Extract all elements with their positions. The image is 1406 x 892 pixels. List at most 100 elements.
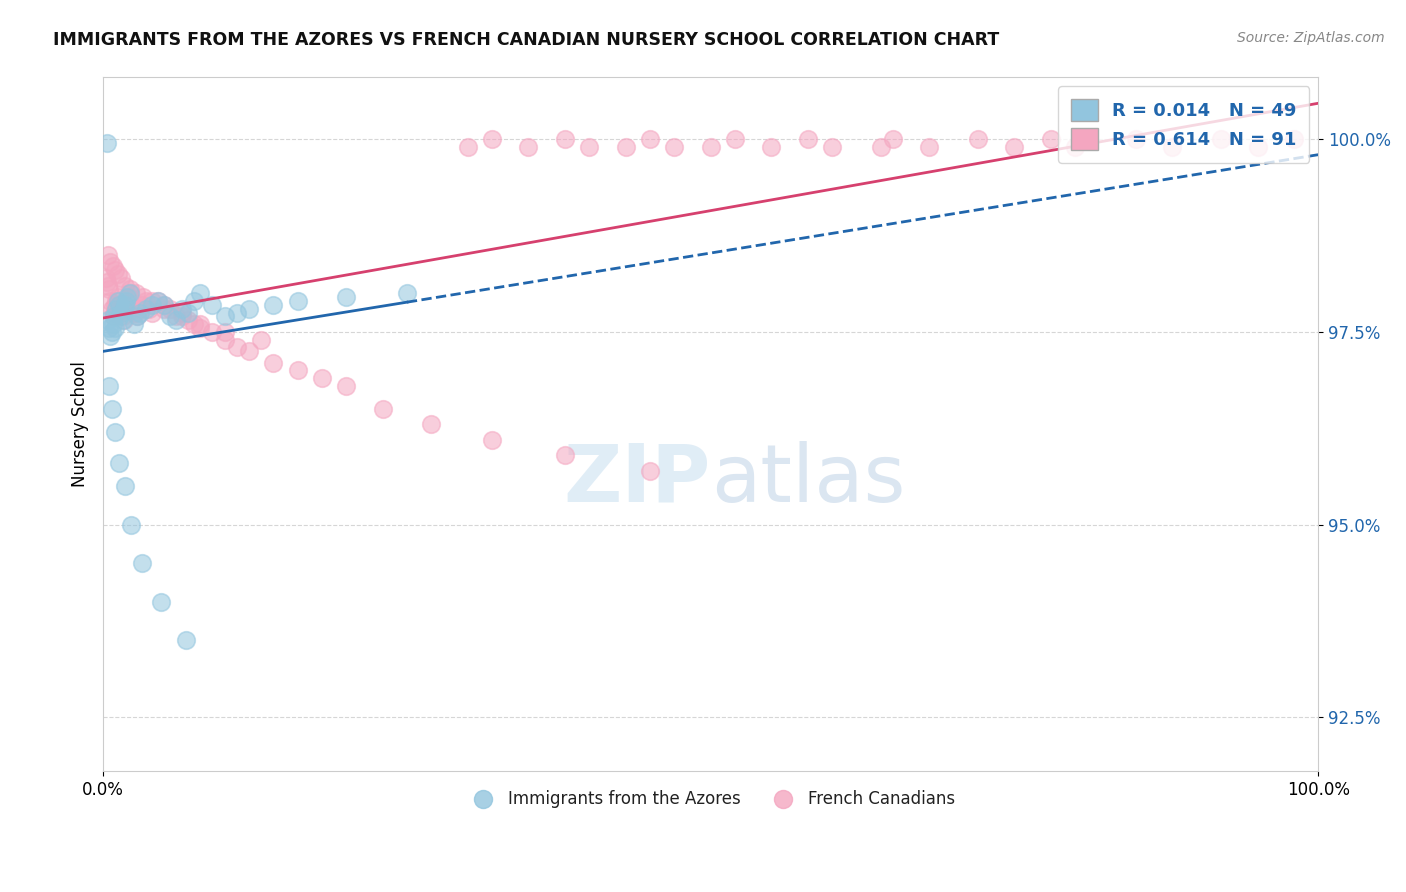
Point [114,301,136,316]
Point [125,286,148,301]
Point [153,298,176,312]
Point [238,344,260,359]
Point [153,301,176,316]
Point [100,255,122,269]
Point [127,310,149,324]
Point [165,310,187,324]
Point [96,136,118,150]
Point [614,140,637,154]
Point [97,313,120,327]
Point [159,310,181,324]
Point [554,448,576,462]
Point [967,132,990,146]
Point [1246,140,1268,154]
Point [517,140,540,154]
Point [797,132,820,146]
Point [214,333,236,347]
Point [311,371,333,385]
Point [100,293,122,308]
Text: atlas: atlas [710,441,905,519]
Point [100,402,122,417]
Point [96,275,118,289]
Point [1282,132,1305,146]
Point [97,278,120,293]
Point [141,298,163,312]
Point [104,263,127,277]
Point [238,301,260,316]
Point [481,132,503,146]
Point [97,248,120,262]
Point [112,313,135,327]
Point [98,283,121,297]
Point [127,310,149,324]
Point [287,293,309,308]
Point [177,313,200,327]
Point [457,140,479,154]
Point [131,298,153,312]
Point [159,301,181,316]
Point [110,305,132,319]
Point [153,298,176,312]
Point [101,317,124,331]
Point [107,290,129,304]
Point [101,260,124,274]
Point [395,286,418,301]
Point [761,140,783,154]
Point [918,140,941,154]
Point [638,132,661,146]
Point [225,305,247,319]
Point [94,271,117,285]
Legend: Immigrants from the Azores, French Canadians: Immigrants from the Azores, French Canad… [460,784,962,815]
Point [335,290,357,304]
Point [174,633,197,648]
Point [108,456,131,470]
Point [108,298,131,312]
Point [117,290,139,304]
Point [201,298,224,312]
Point [138,301,160,316]
Point [103,310,125,324]
Point [121,301,143,316]
Point [578,140,600,154]
Point [554,132,576,146]
Point [104,321,127,335]
Point [225,340,247,354]
Point [135,293,157,308]
Point [724,132,747,146]
Point [146,293,169,308]
Point [112,301,135,316]
Point [118,286,141,301]
Point [1039,132,1062,146]
Point [150,595,173,609]
Point [111,310,134,324]
Point [105,301,128,316]
Point [98,321,121,335]
Point [108,298,131,312]
Point [132,290,155,304]
Y-axis label: Nursery School: Nursery School [72,361,89,487]
Point [335,379,357,393]
Point [1125,132,1147,146]
Point [172,301,194,316]
Point [183,293,205,308]
Point [821,140,844,154]
Point [107,293,129,308]
Point [118,286,141,301]
Point [118,283,141,297]
Point [124,305,146,319]
Point [869,140,891,154]
Point [115,298,138,312]
Point [250,333,273,347]
Point [172,310,194,324]
Point [287,363,309,377]
Point [420,417,443,432]
Point [110,301,132,316]
Point [117,290,139,304]
Point [100,328,122,343]
Point [122,317,145,331]
Point [141,305,163,319]
Point [1209,132,1232,146]
Point [664,140,686,154]
Point [262,356,284,370]
Text: ZIP: ZIP [564,441,710,519]
